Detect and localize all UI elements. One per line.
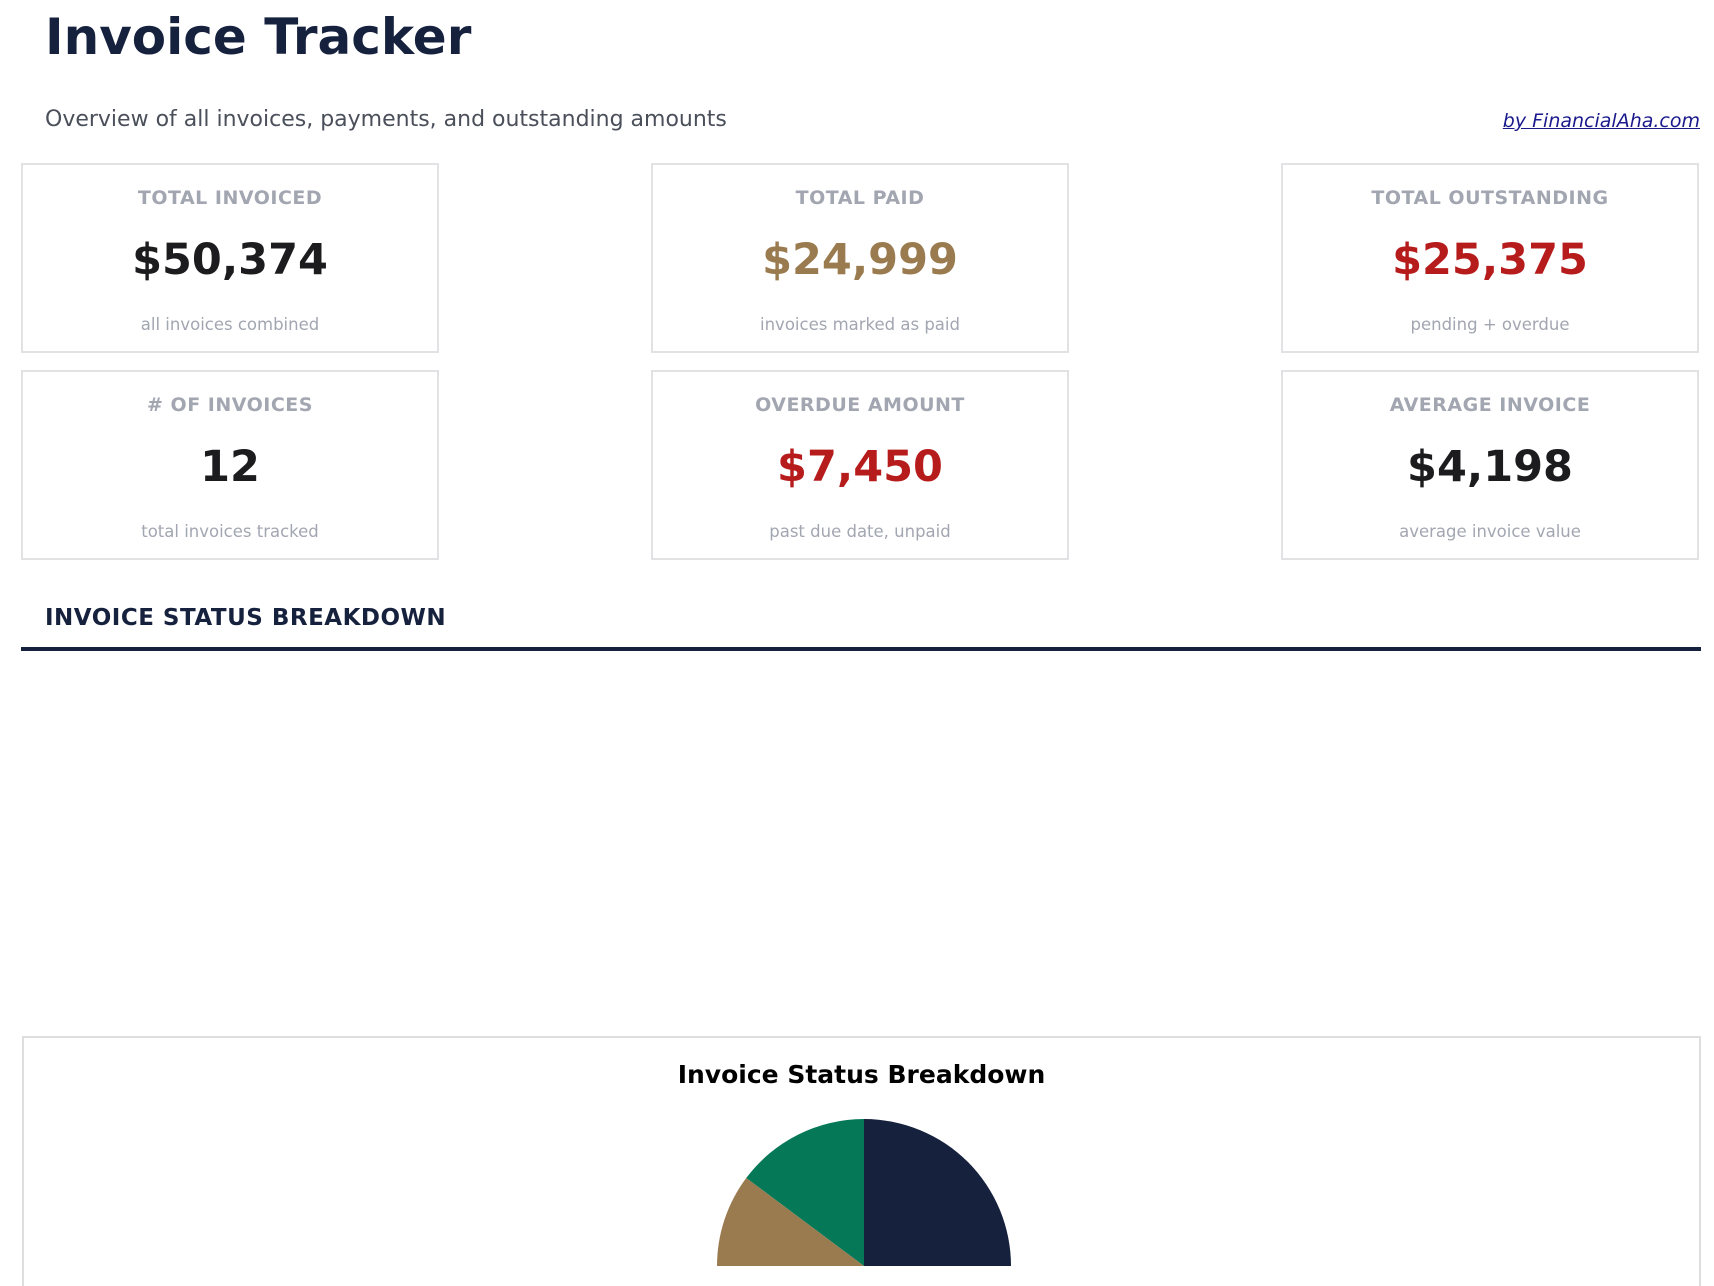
kpi-value: $25,375 <box>1392 235 1588 285</box>
kpi-caption: past due date, unpaid <box>769 522 951 541</box>
kpi-caption: total invoices tracked <box>141 522 319 541</box>
kpi-card-average-invoice: AVERAGE INVOICE $4,198 average invoice v… <box>1281 370 1699 560</box>
kpi-label: TOTAL PAID <box>795 187 925 209</box>
kpi-value: $24,999 <box>762 235 958 285</box>
pie-slice-0 <box>746 1119 864 1266</box>
kpi-value: 12 <box>200 442 260 492</box>
kpi-card-total-outstanding: TOTAL OUTSTANDING $25,375 pending + over… <box>1281 163 1699 353</box>
pie-chart <box>717 1119 1011 1266</box>
kpi-label: AVERAGE INVOICE <box>1389 394 1591 416</box>
pie-slice-1 <box>717 1178 864 1266</box>
kpi-label: # OF INVOICES <box>147 394 313 416</box>
kpi-label: OVERDUE AMOUNT <box>755 394 965 416</box>
kpi-value: $4,198 <box>1407 442 1573 492</box>
credit-link[interactable]: by FinancialAha.com <box>1502 110 1700 132</box>
section-divider <box>21 647 1701 651</box>
page-subtitle: Overview of all invoices, payments, and … <box>45 107 727 132</box>
kpi-caption: pending + overdue <box>1410 315 1570 334</box>
kpi-card-total-paid: TOTAL PAID $24,999 invoices marked as pa… <box>651 163 1069 353</box>
kpi-card-invoice-count: # OF INVOICES 12 total invoices tracked <box>21 370 439 560</box>
kpi-value: $7,450 <box>777 442 943 492</box>
kpi-label: TOTAL INVOICED <box>137 187 323 209</box>
kpi-label: TOTAL OUTSTANDING <box>1371 187 1609 209</box>
kpi-card-overdue-amount: OVERDUE AMOUNT $7,450 past due date, unp… <box>651 370 1069 560</box>
kpi-value: $50,374 <box>132 235 328 285</box>
kpi-card-total-invoiced: TOTAL INVOICED $50,374 all invoices comb… <box>21 163 439 353</box>
pie-slice-2 <box>864 1119 1011 1266</box>
chart-card: Invoice Status Breakdown <box>22 1036 1701 1286</box>
chart-title: Invoice Status Breakdown <box>677 1060 1046 1089</box>
kpi-caption: average invoice value <box>1399 522 1581 541</box>
page-title: Invoice Tracker <box>45 8 472 66</box>
section-heading: INVOICE STATUS BREAKDOWN <box>45 605 447 631</box>
kpi-caption: invoices marked as paid <box>760 315 960 334</box>
kpi-caption: all invoices combined <box>140 315 320 334</box>
